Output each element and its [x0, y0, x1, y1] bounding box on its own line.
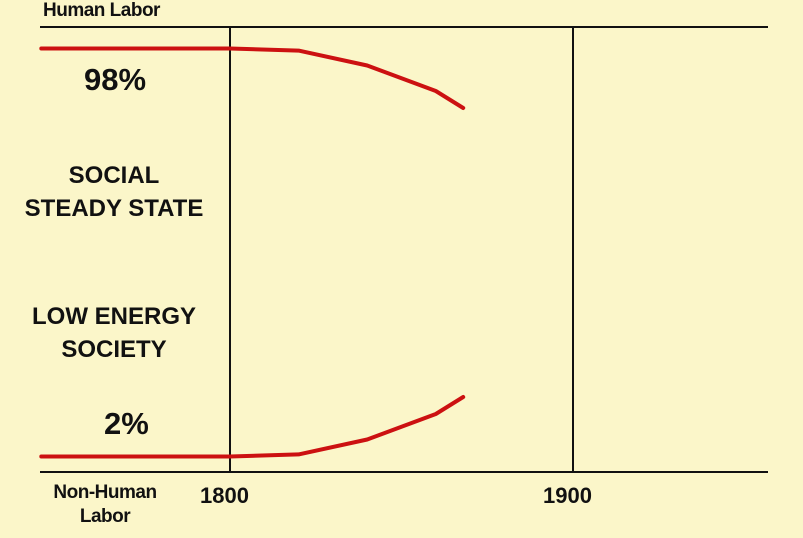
non-human-line: Non-Human [53, 482, 157, 503]
percent-2-label: 2% [104, 406, 149, 441]
social-steady-state-label: SOCIAL STEADY STATE [0, 159, 228, 225]
state-line-1: SOCIAL [68, 162, 160, 189]
state-line-2: STEADY STATE [24, 195, 204, 222]
percent-98-label: 98% [84, 62, 147, 97]
tick-label-1900: 1900 [543, 483, 592, 508]
human-labor-label: Human Labor [43, 0, 160, 21]
tick-label-1800: 1800 [200, 483, 249, 508]
non-human-labor-label: Non-Human Labor [43, 481, 167, 529]
low-energy-society-label: LOW ENERGY SOCIETY [0, 300, 228, 366]
society-line-1: LOW ENERGY [31, 303, 196, 330]
labor-line: Labor [79, 506, 131, 527]
society-line-2: SOCIETY [61, 336, 167, 363]
series-line-2 [39, 395, 466, 459]
series-line-1 [39, 46, 466, 110]
